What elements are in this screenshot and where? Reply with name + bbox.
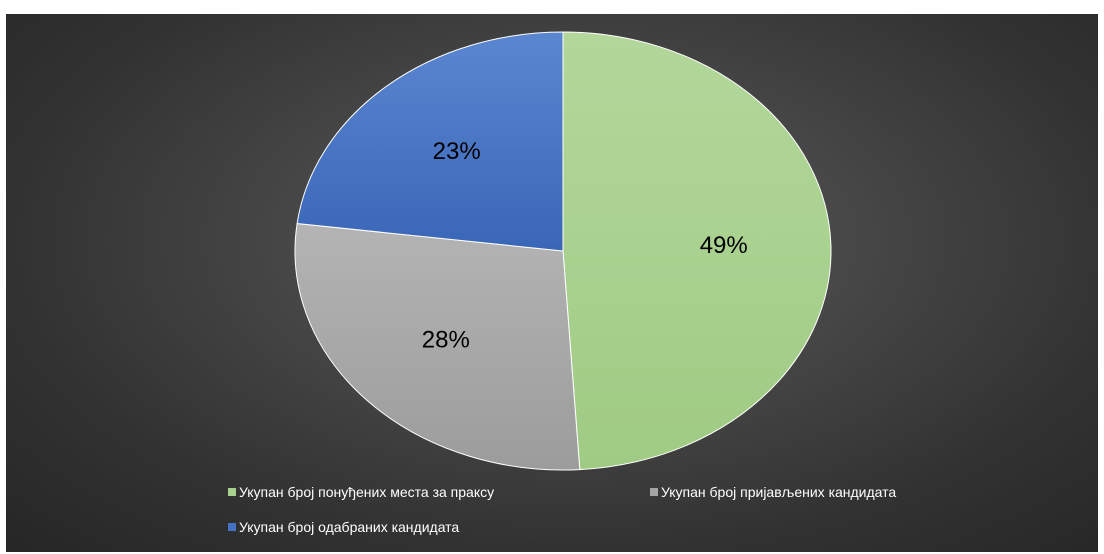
legend-swatch-blue: [228, 523, 236, 531]
pie-data-labels: 49% 28% 23%: [422, 138, 748, 354]
pie-chart: 49% 28% 23%: [294, 31, 832, 471]
pie-data-label: 28%: [422, 326, 470, 353]
legend-swatch-green: [228, 488, 236, 496]
pie-data-label: 23%: [433, 138, 481, 165]
chart-area: 49% 28% 23% Укупан број понуђених места за…: [6, 14, 1098, 552]
legend-swatch-gray: [650, 488, 658, 496]
legend-item-selected-candidates: Укупан број одабраних кандидата: [228, 519, 459, 535]
legend-label: Укупан број одабраних кандидата: [239, 519, 460, 535]
legend-label: Укупан број понуђених места за праксу: [239, 484, 495, 500]
legend-item-applied-candidates: Укупан број пријављених кандидата: [650, 484, 896, 500]
pie-data-label: 49%: [700, 232, 748, 259]
pie-slices: [294, 31, 832, 471]
pie-slice-applied-candidates: [294, 223, 581, 471]
legend-item-offered-places: Укупан број понуђених места за праксу: [228, 484, 494, 500]
legend-label: Укупан број пријављених кандидата: [661, 484, 897, 500]
pie-slice-offered-places: [562, 31, 832, 471]
pie-slice-selected-candidates: [296, 31, 564, 252]
